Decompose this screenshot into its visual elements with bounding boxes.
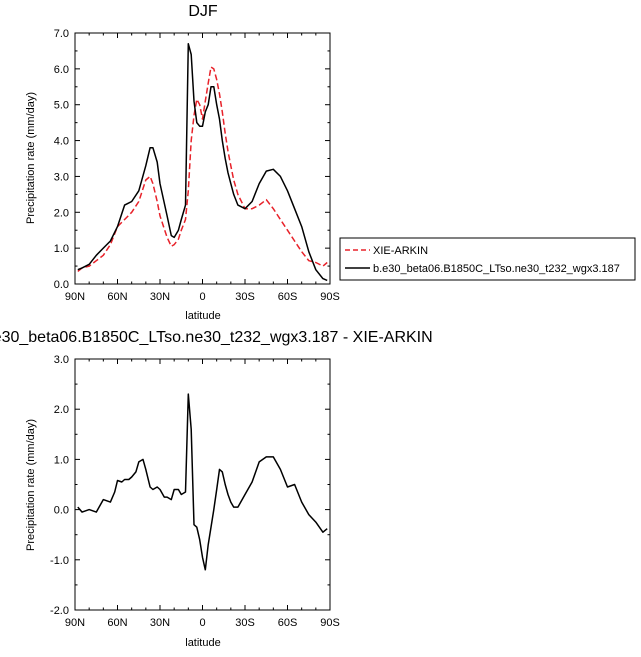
y-tick-label: 0.0 — [54, 279, 69, 291]
y-tick-label: 7.0 — [54, 28, 69, 40]
y-tick-label: 2.0 — [54, 404, 69, 416]
x-tick-label: 30S — [235, 617, 255, 629]
y-axis-label: Precipitation rate (mm/day) — [25, 92, 37, 224]
chart-title: DJF — [188, 3, 218, 20]
y-tick-label: 3.0 — [54, 171, 69, 183]
x-tick-label: 30S — [235, 291, 255, 303]
y-tick-label: 6.0 — [54, 64, 69, 76]
x-tick-label: 90S — [320, 291, 340, 303]
legend: XIE-ARKIN b.e30_beta06.B1850C_LTso.ne30_… — [339, 237, 636, 281]
x-tick-label: 60N — [107, 291, 127, 303]
difference-chart-panel: b.e30_beta06.B1850C_LTso.ne30_t232_wgx3.… — [0, 329, 433, 649]
y-tick-label: 1.0 — [54, 243, 69, 255]
plot-frame — [74, 32, 331, 285]
y-axis-label: Precipitation rate (mm/day) — [25, 419, 37, 551]
y-tick-label: 4.0 — [54, 136, 69, 148]
series-line-xie-arkin — [77, 66, 328, 272]
djf-chart-panel: DJF Precipitation rate (mm/day) latitude… — [25, 3, 340, 322]
x-tick-label: 90S — [320, 617, 340, 629]
legend-label-xie-arkin: XIE-ARKIN — [373, 245, 428, 257]
x-tick-label: 0 — [199, 617, 205, 629]
y-tick-label: 1.0 — [54, 454, 69, 466]
x-tick-label: 90N — [65, 291, 85, 303]
x-tick-label: 30N — [150, 291, 170, 303]
x-tick-label: 60S — [278, 617, 298, 629]
x-tick-label: 60S — [278, 291, 298, 303]
y-tick-label: 5.0 — [54, 100, 69, 112]
y-tick-label: 0.0 — [54, 505, 69, 517]
y-tick-label: -1.0 — [50, 555, 69, 567]
y-tick-label: -2.0 — [50, 605, 69, 617]
series-line-b-e30-beta06-b1850c-ltso-ne30-t232-wgx3-187 — [77, 43, 328, 282]
x-tick-label: 90N — [65, 617, 85, 629]
x-tick-label: 0 — [199, 291, 205, 303]
series-line-difference — [77, 393, 328, 571]
chart-title: b.e30_beta06.B1850C_LTso.ne30_t232_wgx3.… — [0, 329, 433, 346]
legend-label-model: b.e30_beta06.B1850C_LTso.ne30_t232_wgx3.… — [373, 263, 620, 275]
x-axis-label: latitude — [185, 310, 220, 322]
plot-frame — [74, 358, 331, 611]
x-axis-label: latitude — [185, 637, 220, 649]
x-tick-label: 60N — [107, 617, 127, 629]
y-tick-label: 2.0 — [54, 207, 69, 219]
legend-box — [339, 237, 636, 281]
x-tick-label: 30N — [150, 617, 170, 629]
y-tick-label: 3.0 — [54, 354, 69, 366]
